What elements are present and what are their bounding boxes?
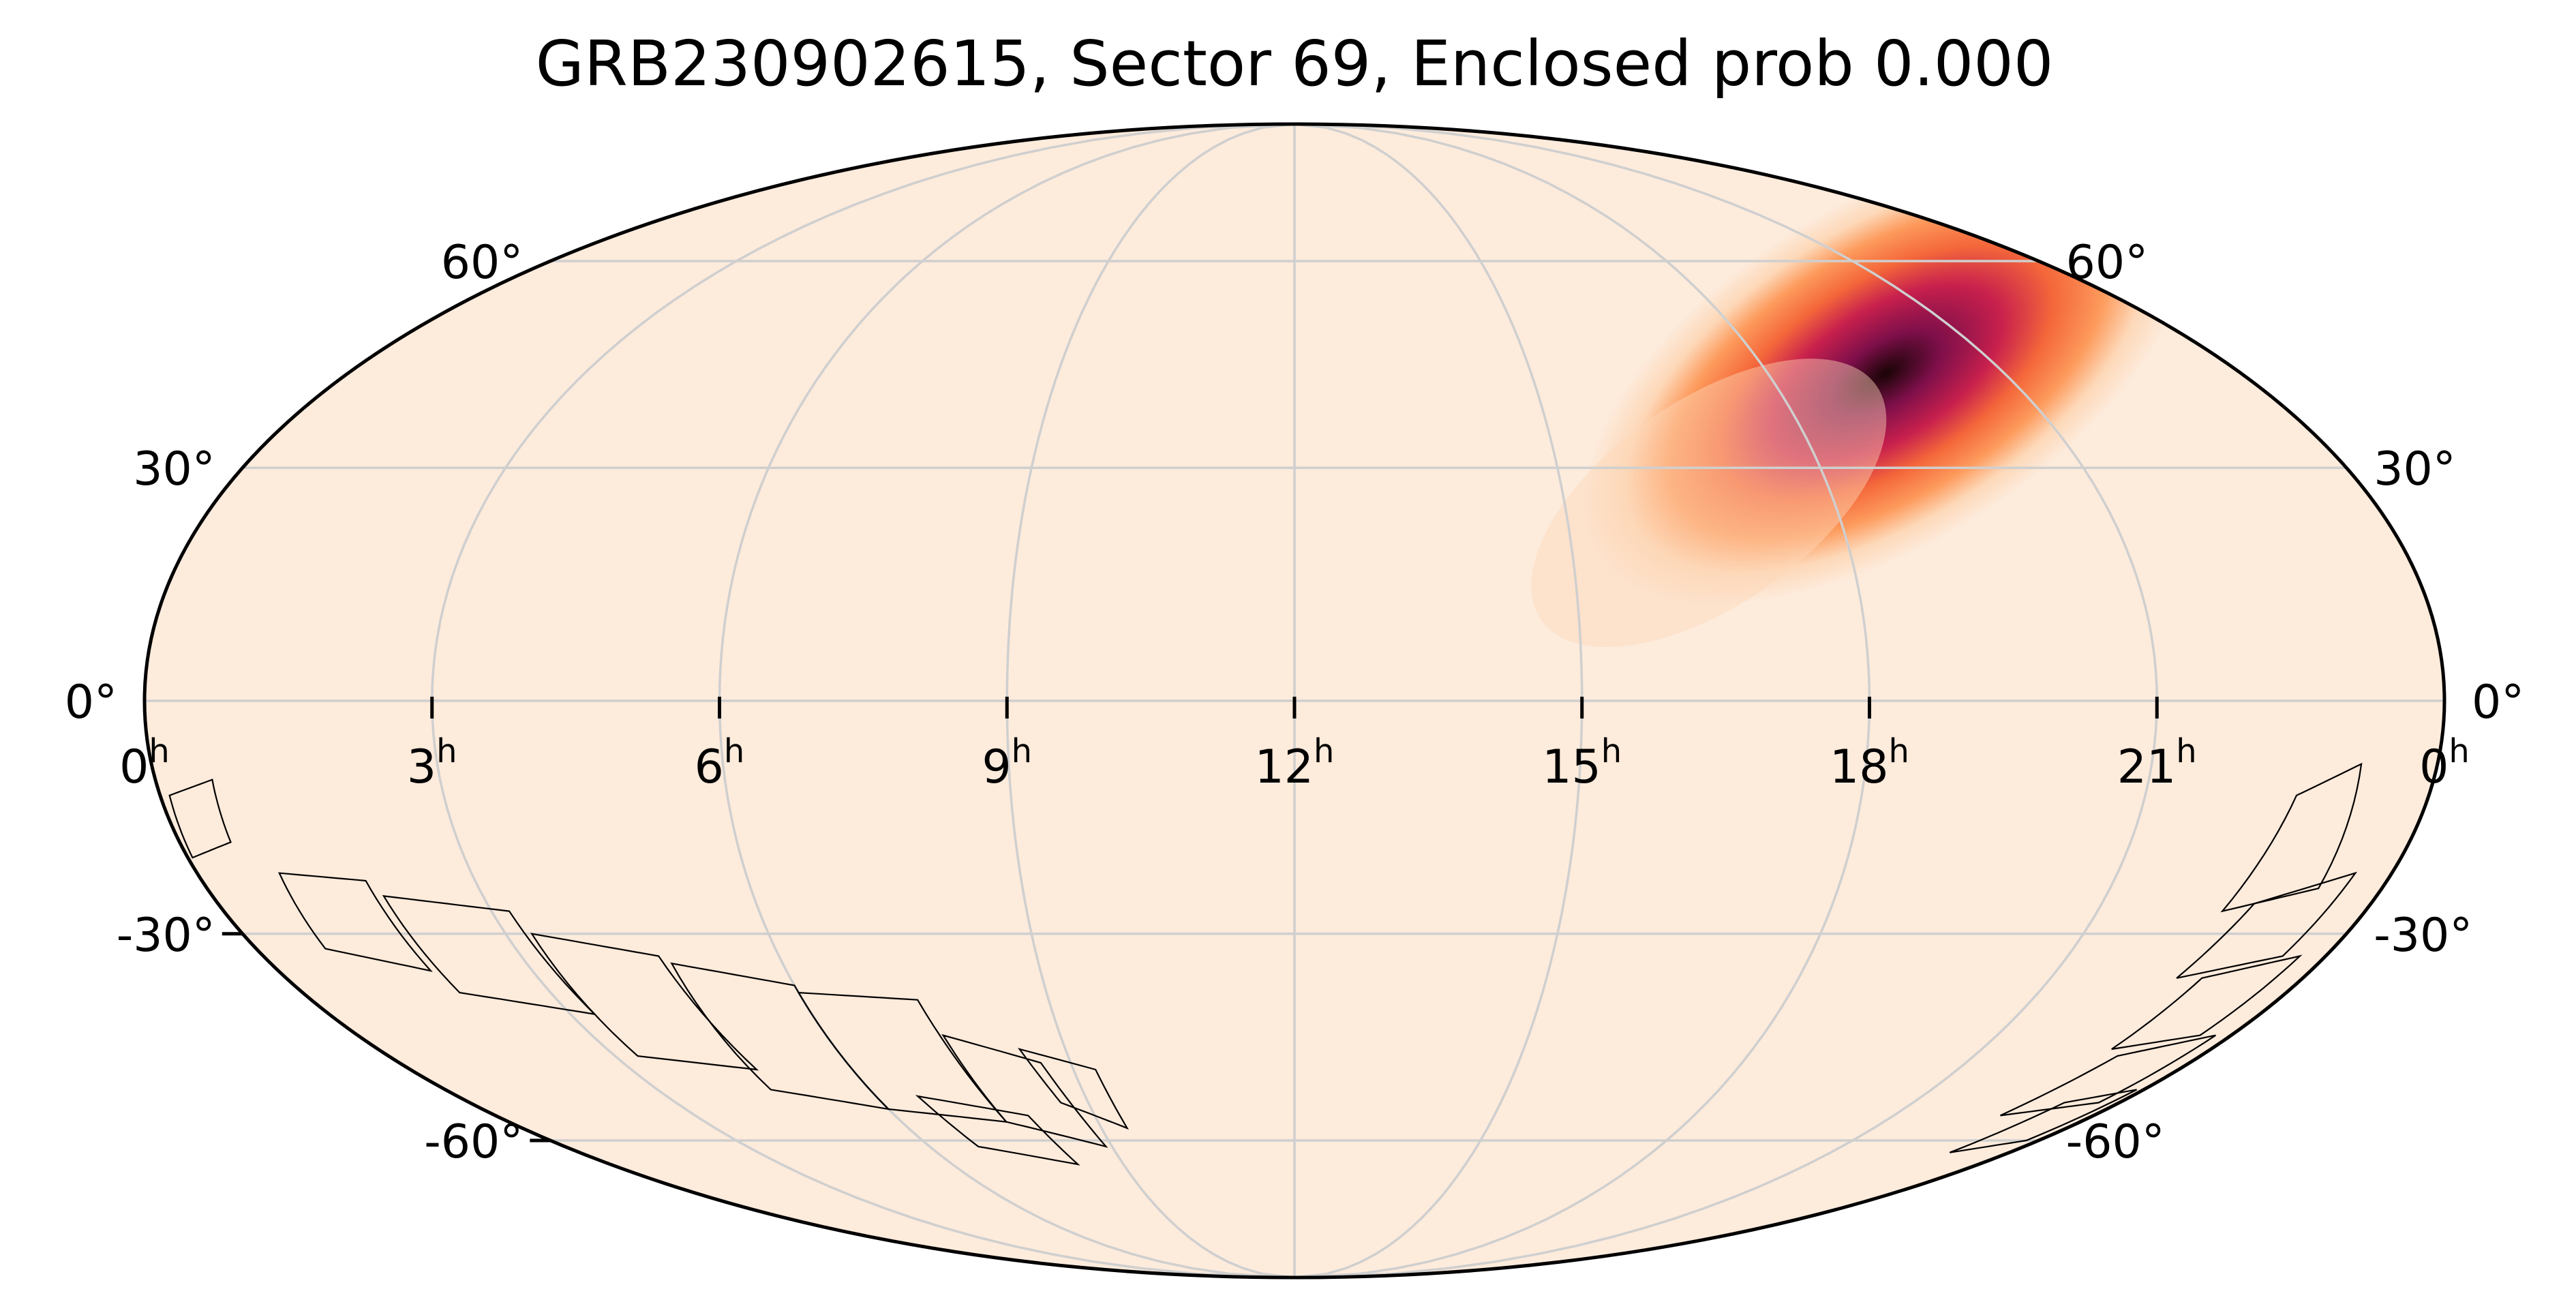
- dec-label-right: 0°: [2472, 676, 2524, 729]
- footprint-tile: [2176, 871, 2358, 979]
- ra-label: 6h: [695, 732, 745, 794]
- footprint-tile: [382, 895, 597, 1016]
- sector-footprint-tiles: [168, 762, 2363, 1166]
- dec-label-right: 30°: [2374, 442, 2456, 496]
- footprint-tile: [1017, 1048, 1130, 1130]
- footprint-tile: [941, 1033, 1108, 1148]
- dec-label-right: -30°: [2374, 909, 2472, 963]
- dec-label-left: 0°: [65, 676, 117, 729]
- sky-map: [145, 124, 2444, 1278]
- footprint-tile: [168, 779, 232, 859]
- footprint-tile: [1949, 1089, 2138, 1153]
- dec-label-left: 30°: [133, 442, 215, 496]
- ra-label: 0h: [2419, 732, 2470, 794]
- dec-label-right: -60°: [2066, 1115, 2165, 1169]
- ra-label: 15h: [1542, 732, 1622, 794]
- ra-ticks: [222, 697, 2159, 1143]
- footprint-tile: [2220, 762, 2363, 913]
- dec-label-right: 60°: [2066, 236, 2149, 290]
- sky-outline: [142, 122, 2446, 1280]
- dec-label-left: -60°: [424, 1115, 523, 1169]
- footprint-tile: [2000, 1034, 2217, 1117]
- probability-halo: [1531, 359, 1887, 648]
- footprint-tile: [797, 991, 1008, 1123]
- footprint-tile: [2111, 954, 2303, 1051]
- footprint-tile: [277, 872, 433, 972]
- dec-label-left: 60°: [441, 236, 524, 290]
- footprint-tile: [915, 1095, 1080, 1166]
- ra-label: 9h: [982, 732, 1032, 794]
- dec-label-left: -30°: [117, 909, 215, 963]
- footprint-tile: [530, 933, 759, 1071]
- dec-axis-labels: 60° 30° 0° -30° -60° 60° 30° 0° -30° -60°: [65, 236, 2525, 1169]
- plot-title: GRB230902615, Sector 69, Enclosed prob 0…: [536, 27, 2054, 100]
- ra-label: 21h: [2117, 732, 2197, 794]
